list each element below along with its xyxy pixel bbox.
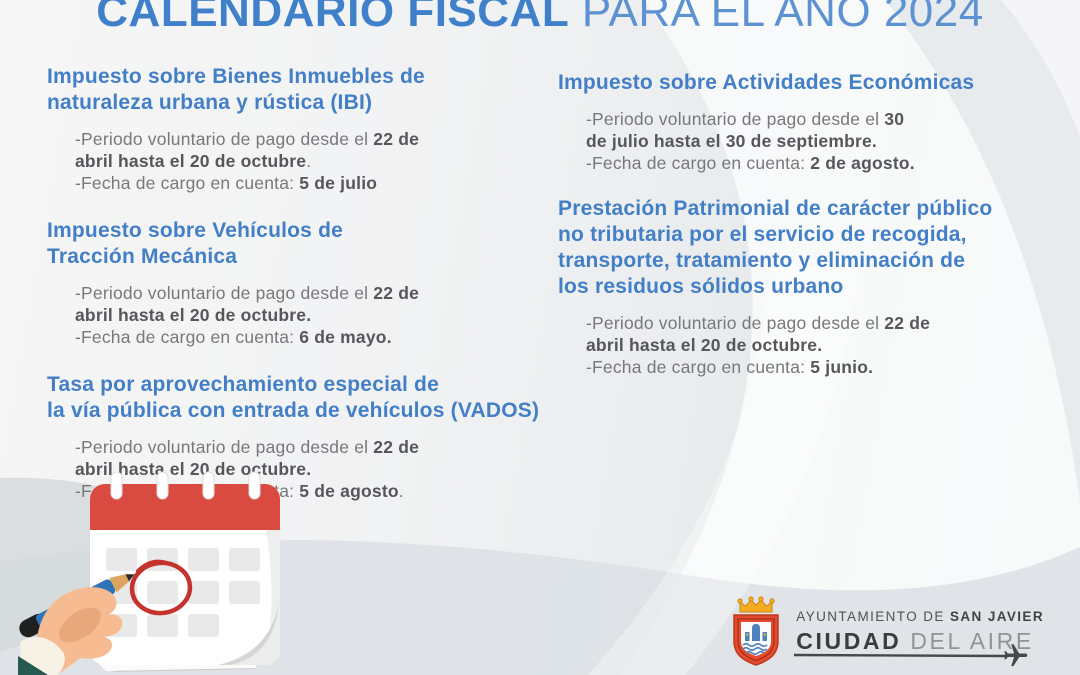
town-hall-logo: AYUNTAMIENTO DE SAN JAVIER CIUDAD DEL AI… [728, 595, 1044, 667]
tax-detail-charge-date: -Fecha de cargo en cuenta: 5 junio. [586, 357, 874, 377]
tax-detail-charge-date: -Fecha de cargo en cuenta: 2 de agosto. [586, 153, 915, 173]
red-circle-mark [129, 559, 193, 616]
hand [18, 587, 123, 675]
tax-heading-vados: Tasa por aprovechamiento especial de la … [47, 373, 540, 422]
logo-text: AYUNTAMIENTO DE SAN JAVIER CIUDAD DEL AI… [794, 595, 1044, 667]
tax-details: -Periodo voluntario de pago desde el 22 … [47, 282, 562, 348]
logo-line1: AYUNTAMIENTO DE SAN JAVIER [796, 609, 1044, 624]
page-title: CALENDARIO FISCAL PARA EL AÑO 2024 [0, 0, 1080, 38]
tax-block-vehiculos: Impuesto sobre Vehículos de Tracción Mec… [47, 218, 562, 348]
airplane-icon [794, 644, 1028, 667]
tax-block-vados: Tasa por aprovechamiento especial de la … [47, 372, 562, 502]
tax-details: -Periodo voluntario de pago desde el 22 … [47, 436, 562, 502]
tax-block-actividades: Impuesto sobre Actividades Económicas -P… [558, 70, 1028, 174]
right-column: Impuesto sobre Actividades Económicas -P… [558, 70, 1028, 400]
tax-heading-vehiculos: Impuesto sobre Vehículos de Tracción Mec… [47, 219, 343, 268]
tax-block-residuos: Prestación Patrimonial de carácter públi… [558, 196, 1028, 378]
left-column: Impuesto sobre Bienes Inmuebles de natur… [47, 64, 562, 526]
tax-detail-period: -Periodo voluntario de pago desde el 22 … [75, 129, 420, 171]
tax-detail-charge-date: -Fecha de cargo en cuenta: 5 de julio [75, 173, 378, 193]
tax-detail-charge-date: -Fecha de cargo en cuenta: 6 de mayo. [75, 327, 392, 347]
shield [733, 614, 780, 666]
tax-details: -Periodo voluntario de pago desde el 22 … [558, 312, 1028, 378]
tax-detail-period: -Periodo voluntario de pago desde el 30 … [586, 109, 905, 151]
tax-detail-period: -Periodo voluntario de pago desde el 22 … [75, 437, 420, 479]
tax-heading-ibi: Impuesto sobre Bienes Inmuebles de natur… [47, 65, 425, 114]
title-regular-part: PARA EL AÑO 2024 [569, 0, 984, 36]
calendar-illustration [18, 470, 308, 675]
crown [737, 596, 775, 613]
tax-block-ibi: Impuesto sobre Bienes Inmuebles de natur… [47, 64, 562, 194]
tax-details: -Periodo voluntario de pago desde el 30 … [558, 108, 1028, 174]
tax-heading-residuos: Prestación Patrimonial de carácter públi… [558, 197, 993, 298]
tax-heading-actividades: Impuesto sobre Actividades Económicas [558, 71, 975, 94]
tax-detail-period: -Periodo voluntario de pago desde el 22 … [586, 313, 931, 355]
calendar-icon [18, 471, 280, 675]
tax-detail-period: -Periodo voluntario de pago desde el 22 … [75, 283, 420, 325]
coat-of-arms-icon [733, 596, 780, 666]
tax-details: -Periodo voluntario de pago desde el 22 … [47, 128, 562, 194]
logo-line2: CIUDAD DEL AIRE [794, 628, 1044, 667]
title-bold-part: CALENDARIO FISCAL [96, 0, 570, 36]
